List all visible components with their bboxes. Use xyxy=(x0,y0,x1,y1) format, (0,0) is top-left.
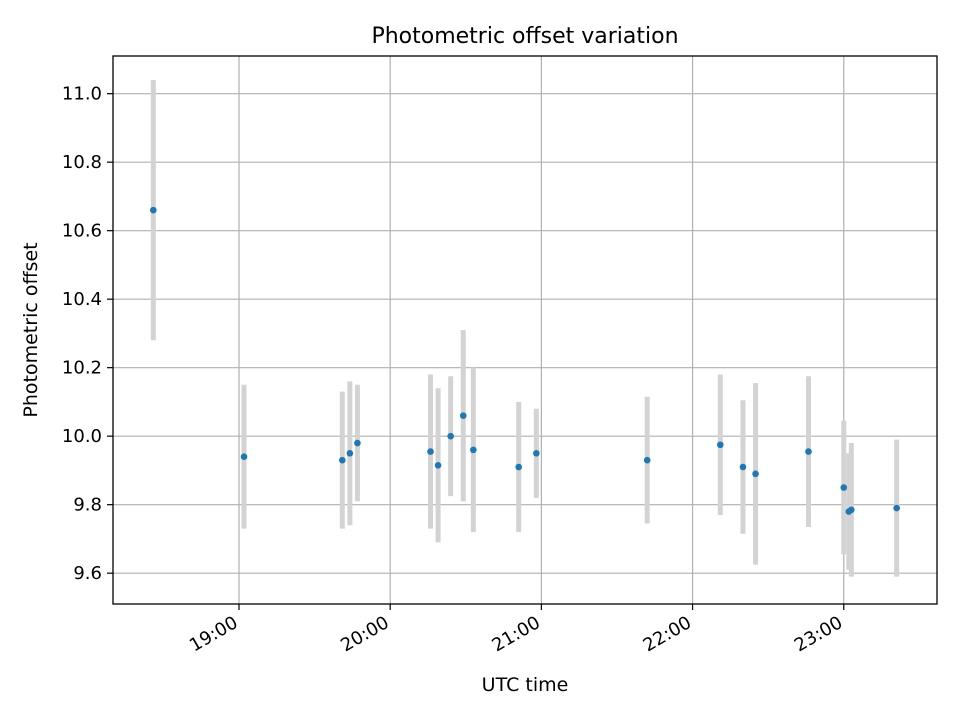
data-point xyxy=(346,450,354,457)
data-point xyxy=(716,441,724,449)
data-point xyxy=(447,432,454,440)
data-point xyxy=(805,448,812,455)
data-point xyxy=(643,456,651,464)
data-point xyxy=(739,463,747,471)
chart-title: Photometric offset variation xyxy=(371,24,678,49)
data-point xyxy=(533,450,540,457)
data-point xyxy=(515,463,523,471)
plot-area xyxy=(113,56,937,604)
y-tick-label: 9.8 xyxy=(73,495,102,516)
y-axis-label: Photometric offset xyxy=(20,242,42,417)
data-point xyxy=(240,453,248,461)
data-point xyxy=(840,484,848,491)
data-point xyxy=(459,412,467,419)
data-point xyxy=(893,504,900,512)
y-tick-label: 10.2 xyxy=(62,358,102,379)
data-point xyxy=(354,439,361,447)
data-point xyxy=(752,470,759,478)
data-point xyxy=(339,456,346,464)
data-point xyxy=(434,461,442,469)
plot-frame xyxy=(112,55,938,605)
data-point xyxy=(470,446,477,454)
data-point xyxy=(427,448,434,455)
grid-lines xyxy=(113,56,937,604)
y-tick-label: 10.0 xyxy=(62,426,102,447)
y-tick-label: 11.0 xyxy=(62,84,102,105)
data-point xyxy=(150,206,157,214)
data-point xyxy=(848,506,855,514)
y-tick-label: 10.6 xyxy=(62,221,102,242)
x-axis-label: UTC time xyxy=(482,674,569,696)
y-tick-label: 9.6 xyxy=(73,563,102,584)
y-tick-label: 10.8 xyxy=(62,152,102,173)
data-points xyxy=(150,206,900,515)
y-tick-label: 10.4 xyxy=(62,289,102,310)
